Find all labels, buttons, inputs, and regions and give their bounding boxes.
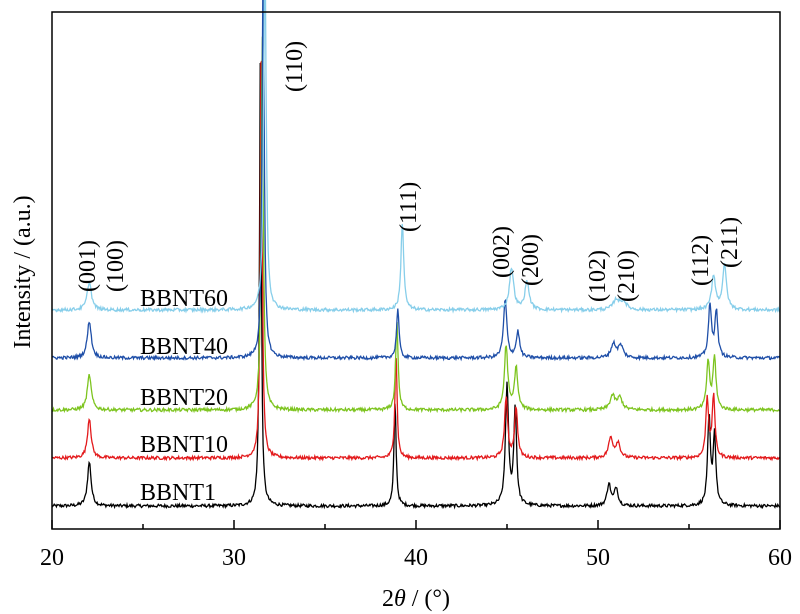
peak-label-002: (002) bbox=[489, 226, 515, 278]
peak-label-110: (110) bbox=[282, 41, 308, 92]
x-axis-title: 2θ / (°) bbox=[382, 586, 450, 612]
series-label-bbnt1: BBNT1 bbox=[140, 480, 216, 506]
x-axis-title-prefix: 2 bbox=[382, 586, 394, 612]
tick-layer: 20 30 40 50 60 bbox=[40, 520, 792, 571]
x-tick-label-30: 30 bbox=[222, 545, 246, 571]
x-tick-label-50: 50 bbox=[586, 545, 610, 571]
series-label-bbnt40: BBNT40 bbox=[140, 334, 228, 360]
peak-label-210: (210) bbox=[614, 250, 640, 302]
y-axis-title: Intensity / (a.u.) bbox=[10, 195, 36, 348]
x-tick-label-20: 20 bbox=[40, 545, 64, 571]
peak-label-112: (112) bbox=[688, 235, 714, 286]
peak-label-111: (111) bbox=[396, 182, 422, 232]
x-axis-title-theta: θ bbox=[394, 586, 406, 612]
series-line-bbnt60 bbox=[51, 0, 781, 314]
series-line-bbnt20 bbox=[51, 36, 781, 414]
peak-label-001: (001) bbox=[75, 240, 101, 292]
peak-label-200: (200) bbox=[518, 234, 544, 286]
peak-label-100: (100) bbox=[103, 240, 129, 292]
x-tick-label-60: 60 bbox=[768, 545, 792, 571]
series-label-bbnt20: BBNT20 bbox=[140, 385, 228, 411]
series-line-bbnt40 bbox=[51, 0, 781, 362]
series-label-bbnt60: BBNT60 bbox=[140, 286, 228, 312]
series-layer bbox=[51, 0, 781, 510]
x-tick-label-40: 40 bbox=[404, 545, 428, 571]
peak-label-102: (102) bbox=[585, 250, 611, 302]
x-axis-title-unit: / (°) bbox=[406, 586, 450, 612]
series-line-bbnt10 bbox=[51, 60, 781, 462]
peak-label-211: (211) bbox=[717, 217, 743, 268]
series-label-bbnt10: BBNT10 bbox=[140, 432, 228, 458]
series-line-bbnt1 bbox=[51, 62, 781, 510]
